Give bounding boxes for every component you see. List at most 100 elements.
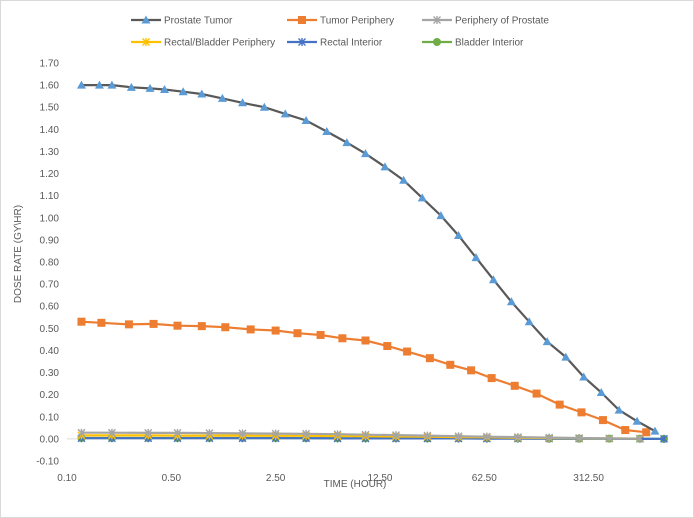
- data-point: [126, 82, 136, 91]
- data-point: [642, 428, 651, 437]
- data-point: [197, 322, 206, 331]
- data-point: [97, 318, 106, 327]
- y-tick-label: 1.60: [40, 81, 60, 92]
- data-point: [433, 16, 441, 24]
- y-tick-label: 1.50: [40, 103, 60, 114]
- legend-label: Tumor Periphery: [320, 16, 394, 27]
- data-point: [124, 320, 133, 329]
- y-tick-label: 0.70: [40, 280, 60, 291]
- data-point: [436, 211, 446, 220]
- y-tick-label: 0.60: [40, 302, 60, 313]
- data-point: [423, 431, 432, 440]
- data-point: [298, 16, 306, 24]
- series-layer: [76, 80, 668, 443]
- data-point: [524, 317, 534, 326]
- legend-entry: Periphery of Prostate: [422, 16, 549, 27]
- data-point: [471, 253, 481, 262]
- data-point: [361, 149, 370, 158]
- data-point: [399, 175, 409, 184]
- data-point: [173, 428, 182, 437]
- data-point: [107, 428, 116, 437]
- data-point: [467, 366, 476, 375]
- data-point: [632, 416, 642, 425]
- legend-label: Prostate Tumor: [164, 16, 233, 27]
- legend-entry: Prostate Tumor: [131, 15, 233, 27]
- y-tick-label: 0.10: [40, 412, 60, 423]
- data-point: [605, 434, 614, 443]
- x-tick-label: 2.50: [266, 473, 286, 484]
- legend-entry: Rectal Interior: [287, 38, 383, 49]
- data-point: [596, 387, 606, 396]
- legend-entry: Tumor Periphery: [287, 16, 394, 27]
- y-tick-label: -0.10: [36, 457, 59, 468]
- data-point: [205, 429, 214, 438]
- y-tick-label: 0.20: [40, 390, 60, 401]
- data-point: [159, 85, 169, 94]
- data-point: [660, 434, 668, 443]
- data-point: [383, 342, 392, 351]
- data-point: [513, 433, 522, 442]
- data-point: [545, 433, 554, 442]
- series-prostate-tumor: [76, 80, 660, 435]
- data-point: [417, 193, 427, 202]
- y-tick-label: 0.00: [40, 434, 60, 445]
- data-point: [510, 381, 519, 390]
- legend-entry: Rectal/Bladder Periphery: [131, 38, 275, 49]
- y-tick-label: 0.40: [40, 346, 60, 357]
- y-tick-label: 0.80: [40, 258, 60, 269]
- data-point: [614, 405, 624, 414]
- data-point: [197, 89, 207, 98]
- x-tick-label: 62.50: [472, 473, 497, 484]
- y-tick-label: 0.50: [40, 324, 60, 335]
- data-point: [271, 326, 280, 335]
- data-point: [338, 334, 347, 343]
- series-periphery-of-prostate: [77, 428, 644, 443]
- data-point: [107, 80, 117, 89]
- data-point: [293, 329, 302, 338]
- y-tick-label: 1.10: [40, 191, 60, 202]
- y-tick-label: 1.20: [40, 169, 60, 180]
- data-point: [454, 432, 463, 441]
- legend-entry: Bladder Interior: [422, 38, 524, 49]
- data-point: [532, 389, 541, 398]
- data-point: [650, 426, 660, 435]
- series-line: [81, 84, 656, 433]
- data-point: [333, 430, 342, 439]
- y-tick-label: 1.70: [40, 59, 60, 70]
- data-point: [217, 93, 227, 102]
- legend: Prostate Tumor Tumor Periphery Periphery o…: [131, 15, 549, 49]
- data-point: [598, 416, 607, 425]
- data-point: [316, 330, 325, 339]
- data-point: [238, 98, 248, 107]
- legend-label: Rectal Interior: [320, 38, 383, 49]
- y-tick-label: 1.30: [40, 147, 60, 158]
- data-point: [149, 319, 158, 328]
- data-point: [487, 374, 496, 383]
- y-tick-label: 0.90: [40, 235, 60, 246]
- data-point: [298, 38, 306, 46]
- data-point: [635, 434, 644, 443]
- data-point: [488, 275, 498, 284]
- data-point: [482, 432, 491, 441]
- y-tick-label: 1.00: [40, 213, 60, 224]
- data-point: [77, 428, 86, 437]
- data-point: [94, 80, 104, 89]
- data-point: [76, 80, 86, 89]
- x-tick-label: 0.10: [57, 473, 77, 484]
- data-point: [577, 408, 586, 417]
- data-point: [271, 429, 280, 438]
- data-point: [142, 38, 150, 46]
- data-point: [579, 372, 589, 381]
- data-point: [238, 429, 247, 438]
- y-tick-label: 0.30: [40, 368, 60, 379]
- legend-label: Rectal/Bladder Periphery: [164, 38, 275, 49]
- data-point: [361, 336, 370, 345]
- data-point: [301, 115, 311, 124]
- data-point: [246, 325, 255, 334]
- series-tumor-periphery: [77, 317, 651, 437]
- data-point: [621, 426, 630, 435]
- x-axis-label: TIME (HOUR): [324, 479, 387, 490]
- data-point: [221, 323, 230, 332]
